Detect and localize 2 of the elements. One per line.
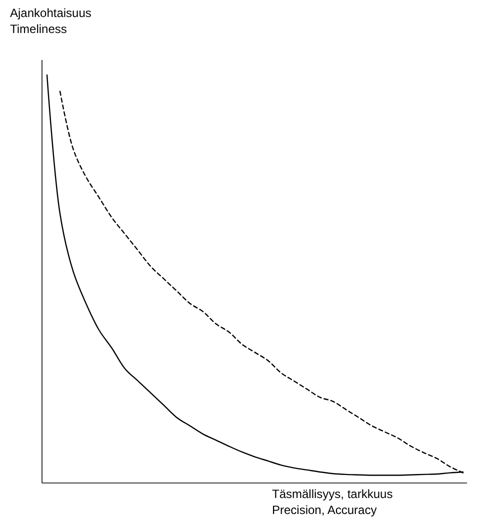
x-axis-title: Täsmällisyys, tarkkuus Precision, Accuracy (272, 487, 393, 517)
y-axis-title: Ajankohtaisuus Timeliness (10, 6, 92, 36)
